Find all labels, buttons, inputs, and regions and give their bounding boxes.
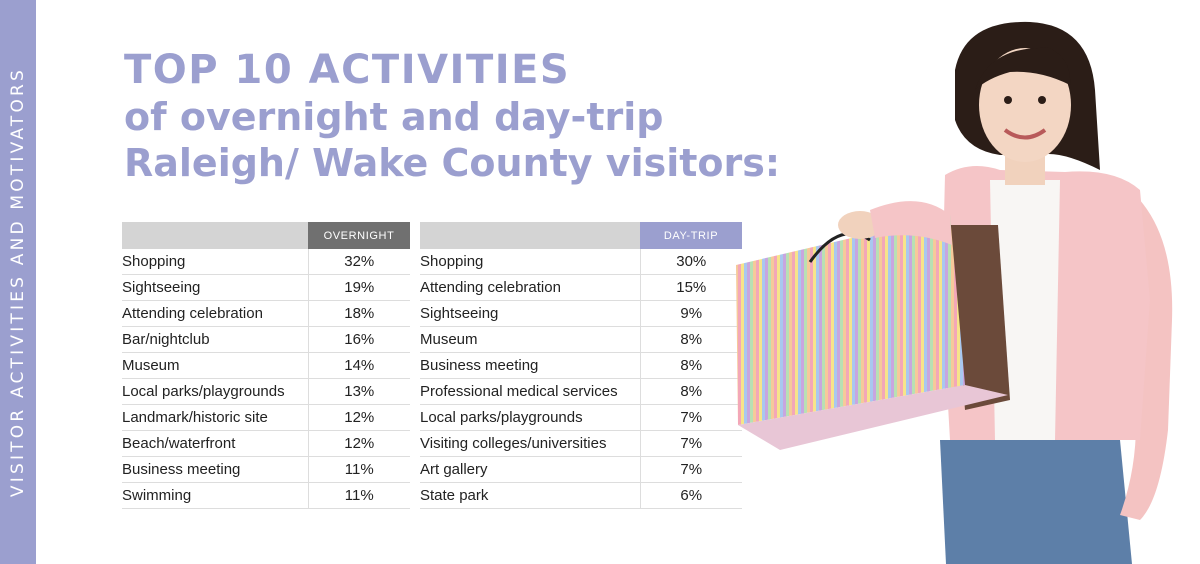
daytrip-table-row: Museum 8% [420, 326, 742, 353]
overnight-table-row: Museum 14% [122, 352, 410, 379]
overnight-percent-value: 19% [307, 274, 410, 301]
daytrip-percent-value: 7% [639, 404, 742, 431]
daytrip-activity-label: Shopping [420, 249, 640, 275]
hand [838, 211, 882, 239]
overnight-table-row: Shopping 32% [122, 249, 410, 275]
overnight-table-row: Local parks/playgrounds 13% [122, 378, 410, 405]
overnight-percent-value: 32% [307, 249, 410, 275]
overnight-table-row: Beach/waterfront 12% [122, 430, 410, 457]
eye-left [1004, 96, 1012, 104]
daytrip-table-row: Professional medical services 8% [420, 378, 742, 405]
overnight-table-row: Swimming 11% [122, 482, 410, 509]
daytrip-column-header: DAY-TRIP [640, 222, 742, 249]
overnight-activity-label: Beach/waterfront [122, 430, 308, 457]
daytrip-table: DAY-TRIP Shopping 30% Attending celebratio… [420, 222, 742, 509]
daytrip-blank-header [420, 222, 640, 249]
daytrip-activity-label: Sightseeing [420, 300, 640, 327]
striped-bag-bottom [738, 385, 1008, 450]
daytrip-percent-value: 30% [639, 249, 742, 275]
brown-bag [950, 225, 1010, 410]
overnight-activity-label: Landmark/historic site [122, 404, 308, 431]
daytrip-percent-value: 8% [639, 352, 742, 379]
overnight-activity-label: Sightseeing [122, 274, 308, 301]
daytrip-activity-label: Attending celebration [420, 274, 640, 301]
daytrip-header-row: DAY-TRIP [420, 222, 742, 249]
daytrip-activity-label: Visiting colleges/universities [420, 430, 640, 457]
overnight-activity-label: Business meeting [122, 456, 308, 483]
overnight-table: OVERNIGHT Shopping 32% Sightseeing 19% Atten… [122, 222, 410, 509]
daytrip-table-row: State park 6% [420, 482, 742, 509]
striped-bag [736, 215, 965, 425]
overnight-percent-value: 13% [307, 378, 410, 405]
daytrip-percent-value: 9% [639, 300, 742, 327]
jeans [940, 440, 1132, 564]
daytrip-activity-label: Museum [420, 326, 640, 353]
overnight-blank-header [122, 222, 308, 249]
daytrip-activity-label: Local parks/playgrounds [420, 404, 640, 431]
face [979, 48, 1071, 162]
front-arm [870, 201, 952, 245]
daytrip-table-row: Visiting colleges/universities 7% [420, 430, 742, 457]
overnight-activity-label: Swimming [122, 482, 308, 509]
overnight-table-row: Bar/nightclub 16% [122, 326, 410, 353]
side-label: VISITOR ACTIVITIES AND MOTIVATORS [8, 66, 28, 498]
daytrip-percent-value: 15% [639, 274, 742, 301]
daytrip-table-row: Business meeting 8% [420, 352, 742, 379]
daytrip-activity-label: State park [420, 482, 640, 509]
overnight-table-row: Sightseeing 19% [122, 274, 410, 301]
page-subtitle: of overnight and day-trip Raleigh/ Wake … [124, 95, 781, 185]
overnight-activity-label: Bar/nightclub [122, 326, 308, 353]
daytrip-table-row: Attending celebration 15% [420, 274, 742, 301]
daytrip-percent-value: 7% [639, 430, 742, 457]
daytrip-percent-value: 8% [639, 326, 742, 353]
daytrip-activity-label: Art gallery [420, 456, 640, 483]
daytrip-percent-value: 7% [639, 456, 742, 483]
overnight-percent-value: 11% [307, 456, 410, 483]
daytrip-table-row: Shopping 30% [420, 249, 742, 275]
overnight-activity-label: Attending celebration [122, 300, 308, 327]
side-band: VISITOR ACTIVITIES AND MOTIVATORS [0, 0, 36, 564]
overnight-activity-label: Museum [122, 352, 308, 379]
daytrip-table-row: Local parks/playgrounds 7% [420, 404, 742, 431]
overnight-rows: Shopping 32% Sightseeing 19% Attending celeb… [122, 249, 410, 509]
page-title: TOP 10 ACTIVITIES [124, 47, 571, 93]
overnight-percent-value: 14% [307, 352, 410, 379]
daytrip-table-row: Sightseeing 9% [420, 300, 742, 327]
overnight-percent-value: 12% [307, 430, 410, 457]
overnight-percent-value: 18% [307, 300, 410, 327]
daytrip-percent-value: 8% [639, 378, 742, 405]
overnight-table-row: Landmark/historic site 12% [122, 404, 410, 431]
daytrip-percent-value: 6% [639, 482, 742, 509]
daytrip-activity-label: Business meeting [420, 352, 640, 379]
overnight-percent-value: 11% [307, 482, 410, 509]
overnight-column-header: OVERNIGHT [308, 222, 410, 249]
daytrip-table-row: Art gallery 7% [420, 456, 742, 483]
daytrip-rows: Shopping 30% Attending celebration 15% Sight… [420, 249, 742, 509]
heading: TOP 10 ACTIVITIES of overnight and day-t… [124, 46, 844, 186]
overnight-activity-label: Shopping [122, 249, 308, 275]
woman-shopping-bags-photo [736, 21, 1173, 564]
overnight-header-row: OVERNIGHT [122, 222, 410, 249]
overnight-percent-value: 12% [307, 404, 410, 431]
daytrip-activity-label: Professional medical services [420, 378, 640, 405]
overnight-activity-label: Local parks/playgrounds [122, 378, 308, 405]
smile [1003, 128, 1047, 140]
overnight-table-row: Attending celebration 18% [122, 300, 410, 327]
overnight-table-row: Business meeting 11% [122, 456, 410, 483]
overnight-percent-value: 16% [307, 326, 410, 353]
bangs [975, 47, 1071, 90]
eye-right [1038, 96, 1046, 104]
